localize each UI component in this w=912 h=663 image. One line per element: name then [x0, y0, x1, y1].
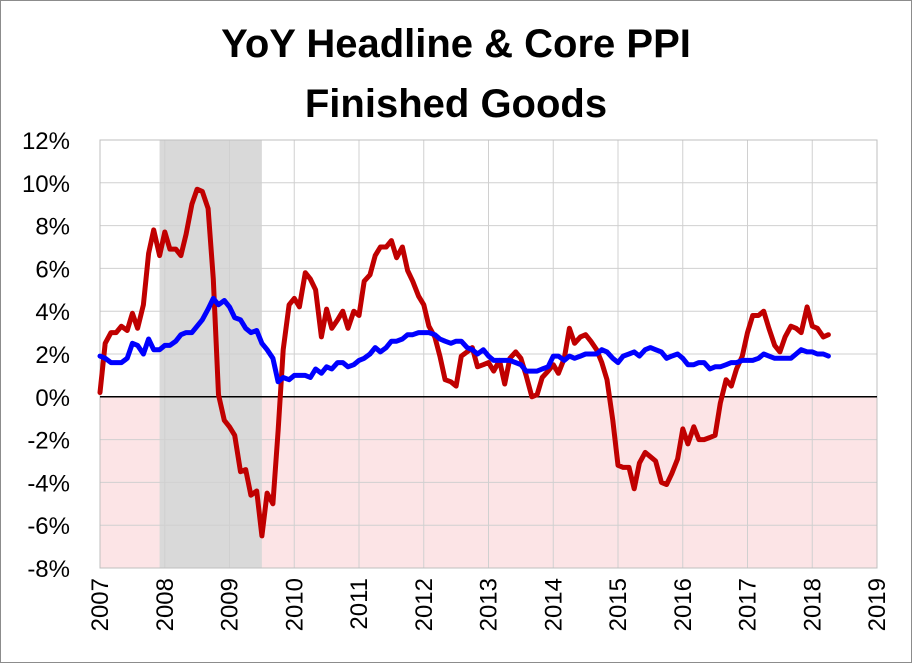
y-tick-label: -2% [27, 428, 70, 455]
x-tick-label: 2015 [605, 578, 632, 631]
series-line-headline [97, 186, 831, 539]
y-tick-label: 6% [35, 256, 70, 283]
y-tick-label: 12% [22, 128, 70, 155]
x-tick-label: 2010 [281, 578, 308, 631]
y-tick-label: -8% [27, 556, 70, 583]
x-tick-label: 2009 [217, 578, 244, 631]
y-tick-label: 2% [35, 342, 70, 369]
x-tick-label: 2014 [540, 578, 567, 631]
y-tick-label: -4% [27, 470, 70, 497]
x-tick-label: 2011 [346, 578, 373, 630]
y-axis-ticks: -8% -6% -4% -2% 0% 2% 4% 6% 8% 10% 12% [22, 128, 70, 583]
x-tick-label: 2007 [87, 578, 114, 631]
x-tick-label: 2016 [670, 578, 697, 631]
x-axis-ticks: 2007 2008 2009 2010 2011 2012 2013 2014 2015 2016… [87, 578, 891, 631]
y-tick-label: 8% [35, 214, 70, 241]
series-lines [97, 186, 831, 539]
y-tick-label: 4% [35, 299, 70, 326]
x-tick-label: 2008 [152, 578, 179, 631]
x-tick-label: 2013 [476, 578, 503, 631]
x-tick-label: 2019 [864, 578, 891, 631]
series-line-core [97, 295, 831, 385]
x-tick-label: 2012 [411, 578, 438, 631]
chart-title-line-2: Finished Goods [304, 82, 608, 126]
chart-title-line-1: YoY Headline & Core PPI [221, 22, 691, 66]
y-tick-label: 0% [35, 385, 70, 412]
x-tick-label: 2017 [735, 578, 762, 631]
y-tick-label: -6% [27, 513, 70, 540]
y-tick-label: 10% [22, 171, 70, 198]
x-tick-label: 2018 [799, 578, 826, 631]
